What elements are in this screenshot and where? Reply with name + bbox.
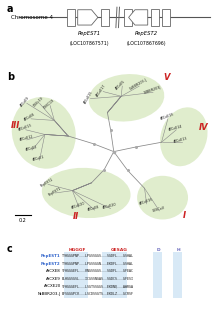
- Text: ATCxE13: ATCxE13: [174, 137, 189, 144]
- Text: ATCxE17: ATCxE17: [96, 83, 107, 97]
- Text: ATCxE8: ATCxE8: [88, 205, 101, 212]
- Text: ATCxE12: ATCxE12: [19, 134, 34, 142]
- FancyBboxPatch shape: [124, 9, 132, 26]
- Text: (LOC107867571): (LOC107867571): [70, 41, 109, 46]
- Text: TYHGGGPNP---LPGSSGGN---EKDFL---GSHAL: TYHGGGPNP---LPGSSGGN---EKDFL---GSHAL: [62, 262, 134, 266]
- FancyArrow shape: [129, 10, 148, 25]
- Text: ATCxE9: ATCxE9: [20, 96, 31, 108]
- Text: AtCXE9: AtCXE9: [46, 277, 61, 281]
- Text: Chromosome 4: Chromosome 4: [11, 15, 53, 20]
- Text: PepEST2: PepEST2: [41, 262, 61, 266]
- Text: ATCxE15: ATCxE15: [83, 90, 94, 105]
- FancyBboxPatch shape: [173, 251, 182, 298]
- FancyBboxPatch shape: [64, 251, 88, 298]
- Text: 0.2: 0.2: [19, 218, 27, 223]
- Text: LUSCxV: LUSCxV: [152, 205, 166, 212]
- FancyBboxPatch shape: [153, 251, 162, 298]
- FancyBboxPatch shape: [67, 9, 75, 26]
- Text: ATCxE13: ATCxE13: [17, 124, 32, 132]
- Text: ATCxE16: ATCxE16: [139, 197, 153, 206]
- Ellipse shape: [12, 97, 76, 169]
- Text: ATCxE1: ATCxE1: [32, 155, 46, 162]
- Text: III: III: [11, 121, 20, 130]
- Text: ATCxE20: ATCxE20: [70, 201, 86, 209]
- Text: PepEST2: PepEST2: [135, 31, 158, 36]
- Text: AtCXE20: AtCXE20: [44, 285, 61, 288]
- Text: GESAG: GESAG: [111, 248, 128, 252]
- Text: PepEST1: PepEST1: [41, 254, 61, 258]
- Text: FXKC19: FXKC19: [42, 98, 55, 110]
- Text: NtBBR203J: NtBBR203J: [143, 85, 162, 95]
- Text: (LOC107867696): (LOC107867696): [127, 41, 166, 46]
- Text: V: V: [164, 73, 170, 82]
- Text: PepEST1: PepEST1: [47, 186, 62, 197]
- Text: a: a: [7, 4, 13, 14]
- Text: IV: IV: [199, 123, 208, 132]
- Text: AtCXE8: AtCXE8: [46, 269, 61, 273]
- FancyBboxPatch shape: [101, 9, 109, 26]
- Text: CsBBR203-J: CsBBR203-J: [129, 78, 148, 91]
- Text: FXKc19: FXKc19: [32, 96, 44, 108]
- Ellipse shape: [42, 168, 131, 218]
- Text: HGGGF: HGGGF: [69, 248, 86, 252]
- Text: D: D: [156, 248, 160, 252]
- Ellipse shape: [89, 74, 164, 122]
- FancyArrow shape: [78, 10, 98, 25]
- Text: ATCxE8: ATCxE8: [24, 112, 36, 122]
- FancyBboxPatch shape: [151, 9, 159, 26]
- Ellipse shape: [137, 176, 188, 219]
- Text: EFSGGGPCV---LSCDSSGTS--EKDLZ---GCRSF: EFSGGGPCV---LSCDSSGTS--EKDLZ---GCRSF: [62, 292, 134, 296]
- Text: ATCxE18: ATCxE18: [160, 113, 175, 121]
- Ellipse shape: [160, 107, 208, 166]
- Text: c: c: [7, 244, 12, 254]
- Text: ATCxE14: ATCxE14: [168, 124, 183, 132]
- Text: I: I: [183, 211, 186, 220]
- Text: YFHGGGEFL---VNGSSGGS---SGDFL---GFEAC: YFHGGGEFL---VNGSSGGS---SGDFL---GFEAC: [62, 269, 134, 273]
- Text: ATCxE20: ATCxE20: [103, 203, 118, 210]
- Text: ATCxE5: ATCxE5: [115, 79, 127, 90]
- Text: b: b: [7, 72, 14, 82]
- Text: ATCxE2: ATCxE2: [25, 144, 38, 152]
- FancyBboxPatch shape: [162, 9, 170, 26]
- Text: H: H: [177, 248, 180, 252]
- Text: PepEST2: PepEST2: [40, 177, 54, 188]
- Text: YFHGGGEFL---LSGTSSGGS--EKDNQ---AWRGA: YFHGGGEFL---LSGTSSGGS--EKDNQ---AWRGA: [62, 285, 134, 288]
- Text: TYHGGGPNP---LPGSSGGS---SGDFL---GSHAL: TYHGGGPNP---LPGSSGGS---SGDFL---GSHAL: [62, 254, 134, 258]
- Text: II: II: [72, 212, 79, 221]
- Text: PepEST1: PepEST1: [78, 31, 101, 36]
- Text: NtBBR203-J: NtBBR203-J: [38, 292, 61, 296]
- FancyBboxPatch shape: [102, 251, 126, 298]
- Text: ELHGGSGSL---ICGSSNGAS--SGDCS---GFESI: ELHGGSGSL---ICGSSNGAS--SGDCS---GFESI: [62, 277, 134, 281]
